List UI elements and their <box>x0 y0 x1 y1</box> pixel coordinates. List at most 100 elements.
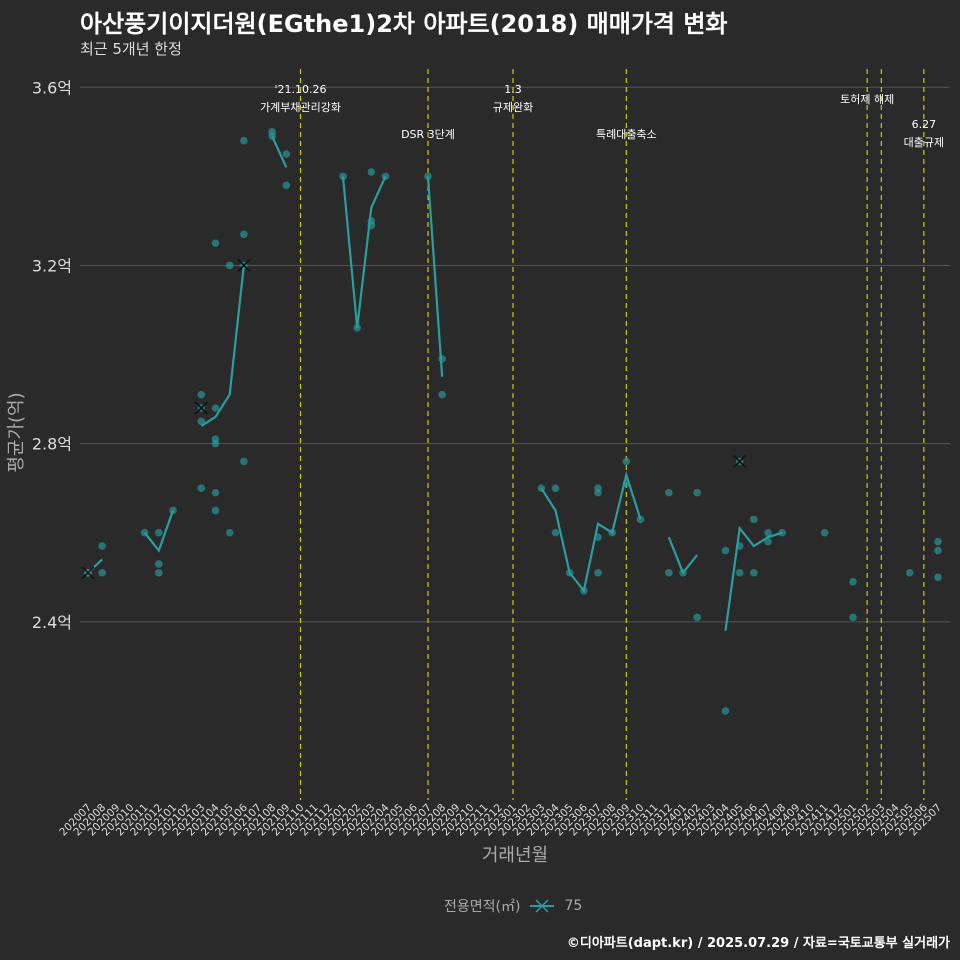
data-point <box>665 488 673 497</box>
data-point <box>665 569 673 577</box>
data-point <box>98 542 106 550</box>
data-point <box>594 569 602 577</box>
data-point <box>721 707 730 715</box>
data-point <box>735 542 744 550</box>
data-point <box>140 528 149 537</box>
data-point <box>282 181 291 190</box>
data-point <box>197 417 206 426</box>
data-point <box>679 569 687 577</box>
data-point <box>211 404 220 412</box>
data-point <box>934 537 942 546</box>
series-line <box>667 536 699 575</box>
event-label-name: DSR 3단계 <box>401 128 455 141</box>
data-point <box>764 528 772 537</box>
legend-key-icon <box>530 899 555 913</box>
data-point <box>594 533 602 541</box>
footer-credit: ©디아파트(dapt.kr) / 2025.07.29 / 자료=국토교통부 실… <box>566 936 950 951</box>
x-axis-title: 거래년월 <box>482 845 548 866</box>
data-point <box>778 528 786 537</box>
series-line <box>341 175 387 328</box>
data-point <box>424 172 432 181</box>
event-label-name: 규제완화 <box>493 101 533 114</box>
data-point <box>211 506 220 515</box>
data-point <box>240 230 248 239</box>
data-point <box>381 172 390 181</box>
data-point <box>849 577 857 586</box>
y-axis-title: 평균가(억) <box>6 392 27 472</box>
y-tick-label: 3.2억 <box>32 256 72 275</box>
data-point <box>240 457 248 466</box>
data-point <box>693 488 701 497</box>
y-tick-label: 3.6억 <box>32 78 72 97</box>
data-point <box>240 136 248 145</box>
average-marker-stroke <box>237 258 251 273</box>
data-point <box>98 569 106 577</box>
series-line <box>724 525 783 631</box>
data-point <box>905 569 914 577</box>
legend: 전용면적(㎡) 75 <box>444 896 582 916</box>
data-point <box>155 569 163 577</box>
data-point <box>225 528 234 537</box>
data-point <box>622 479 631 488</box>
data-point <box>735 569 744 577</box>
data-point <box>339 172 347 181</box>
chart-subtitle: 최근 5개년 한정 <box>80 40 182 58</box>
data-point <box>197 390 206 399</box>
event-label-date: 1.3 <box>504 83 522 96</box>
data-point <box>636 515 645 524</box>
data-point <box>764 537 772 546</box>
data-point <box>155 560 163 568</box>
y-tick-label: 2.8억 <box>32 435 72 454</box>
average-marker-stroke <box>81 566 95 580</box>
data-point <box>438 355 446 363</box>
data-point <box>594 488 602 497</box>
data-point <box>438 390 446 399</box>
average-marker-stroke <box>733 454 747 469</box>
data-point <box>721 546 730 555</box>
data-point <box>551 528 560 537</box>
data-point <box>608 528 616 537</box>
data-point <box>849 613 857 622</box>
data-point <box>367 221 376 230</box>
average-marker-stroke <box>194 401 208 415</box>
legend-entry-75: 75 <box>564 898 583 914</box>
data-point <box>211 488 220 497</box>
data-point <box>693 613 701 622</box>
event-label-name: 가계부채관리강화 <box>260 101 341 114</box>
data-point <box>820 528 829 537</box>
data-point <box>367 168 376 176</box>
data-point <box>282 150 291 158</box>
data-point <box>750 569 758 577</box>
average-marker <box>237 258 251 273</box>
event-label-date: '21.10.26 <box>274 83 326 96</box>
legend-title: 전용면적(㎡) <box>444 899 521 915</box>
average-marker <box>81 566 95 580</box>
data-point <box>268 132 276 141</box>
event-label-date: 6.27 <box>912 118 937 131</box>
data-point <box>934 546 942 555</box>
data-point <box>197 484 206 492</box>
series-line <box>426 176 444 377</box>
average-marker <box>194 401 208 415</box>
event-label-name: 토허제 해제 <box>840 92 894 106</box>
average-marker <box>733 454 747 469</box>
data-point <box>565 569 574 577</box>
data-point <box>537 484 546 492</box>
data-point <box>622 457 631 466</box>
event-label-name: 특례대출축소 <box>596 128 657 141</box>
event-label-name: 대출규제 <box>904 136 944 149</box>
series-line <box>200 265 245 427</box>
data-point <box>155 528 163 537</box>
y-tick-label: 2.4억 <box>32 613 72 632</box>
data-point <box>169 506 177 515</box>
data-point <box>551 484 560 492</box>
series-line <box>271 135 288 168</box>
data-point <box>934 573 942 582</box>
data-point <box>353 324 361 332</box>
data-point <box>225 261 234 270</box>
series-line <box>143 510 175 553</box>
chart-title: 아산풍기이지더원(EGthe1)2차 아파트(2018) 매매가격 변화 <box>80 10 728 38</box>
data-point <box>211 239 220 247</box>
